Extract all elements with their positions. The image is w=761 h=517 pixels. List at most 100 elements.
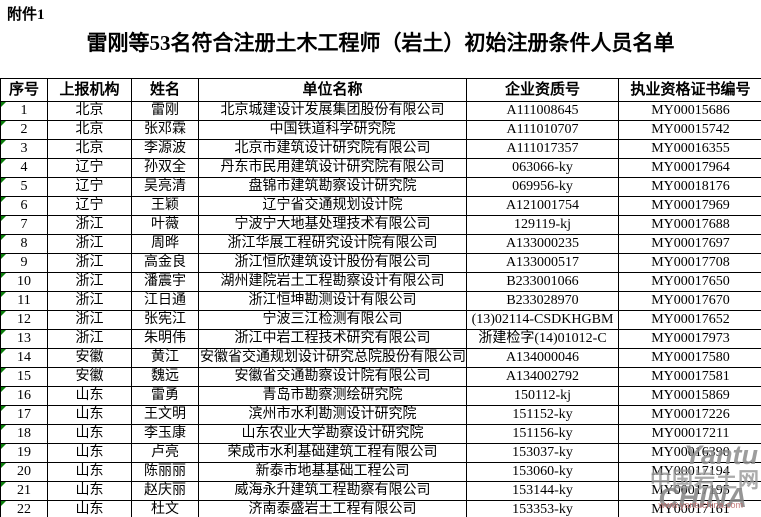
cell-qualification-no: A133000235 bbox=[466, 234, 619, 254]
cell-certificate-no: MY00017697 bbox=[618, 234, 761, 254]
cell-certificate-no: MY00018176 bbox=[618, 177, 761, 197]
cell-seq: 16 bbox=[0, 386, 48, 406]
cell-seq: 5 bbox=[0, 177, 48, 197]
cell-qualification-no: 153353-ky bbox=[466, 500, 619, 517]
cell-qualification-no: 153144-ky bbox=[466, 481, 619, 501]
cell-seq: 8 bbox=[0, 234, 48, 254]
cell-certificate-no: MY00015686 bbox=[618, 101, 761, 121]
cell-certificate-no: MY00015742 bbox=[618, 120, 761, 140]
seq-text: 4 bbox=[20, 160, 28, 175]
seq-text: 19 bbox=[17, 445, 31, 460]
cell-seq: 9 bbox=[0, 253, 48, 273]
excel-error-indicator-icon bbox=[1, 482, 6, 487]
cell-name: 孙双全 bbox=[131, 158, 199, 178]
excel-error-indicator-icon bbox=[1, 330, 6, 335]
cell-name: 黄江 bbox=[131, 348, 199, 368]
excel-error-indicator-icon bbox=[1, 121, 6, 126]
cell-agency: 辽宁 bbox=[47, 177, 132, 197]
cell-company: 丹东市民用建筑设计研究院有限公司 bbox=[198, 158, 467, 178]
column-header-company: 单位名称 bbox=[198, 78, 467, 102]
cell-qualification-no: 153060-ky bbox=[466, 462, 619, 482]
table-row: 4 辽宁 孙双全 丹东市民用建筑设计研究院有限公司 063066-ky MY0001796… bbox=[0, 158, 761, 178]
cell-qualification-no: 浙建检字(14)01012-C bbox=[466, 329, 619, 349]
cell-agency: 山东 bbox=[47, 462, 132, 482]
excel-error-indicator-icon bbox=[1, 368, 6, 373]
table-body: 1 北京 雷刚 北京城建设计发展集团股份有限公司 A111008645 MY0001568… bbox=[0, 101, 761, 517]
cell-company: 安徽省交通规划设计研究总院股份有限公司 bbox=[198, 348, 467, 368]
cell-seq: 6 bbox=[0, 196, 48, 216]
cell-certificate-no: MY00017708 bbox=[618, 253, 761, 273]
cell-company: 新泰市地基基础工程公司 bbox=[198, 462, 467, 482]
cell-certificate-no: MY00017650 bbox=[618, 272, 761, 292]
cell-name: 吴亮清 bbox=[131, 177, 199, 197]
seq-text: 21 bbox=[17, 483, 31, 498]
table-row: 6 辽宁 王颖 辽宁省交通规划设计院 A121001754 MY00017969 bbox=[0, 196, 761, 216]
excel-error-indicator-icon bbox=[1, 292, 6, 297]
seq-text: 9 bbox=[20, 255, 28, 270]
cell-agency: 浙江 bbox=[47, 272, 132, 292]
cell-qualification-no: 069956-ky bbox=[466, 177, 619, 197]
cell-company: 滨州市水利勘测设计研究院 bbox=[198, 405, 467, 425]
cell-seq: 18 bbox=[0, 424, 48, 444]
cell-name: 杜文 bbox=[131, 500, 199, 517]
cell-seq: 3 bbox=[0, 139, 48, 159]
cell-seq: 14 bbox=[0, 348, 48, 368]
cell-agency: 北京 bbox=[47, 139, 132, 159]
cell-name: 李源波 bbox=[131, 139, 199, 159]
cell-name: 赵庆丽 bbox=[131, 481, 199, 501]
cell-company: 北京市建筑设计研究院有限公司 bbox=[198, 139, 467, 159]
table-row: 1 北京 雷刚 北京城建设计发展集团股份有限公司 A111008645 MY0001568… bbox=[0, 101, 761, 121]
cell-certificate-no: MY00017195 bbox=[618, 481, 761, 501]
excel-error-indicator-icon bbox=[1, 159, 6, 164]
cell-seq: 15 bbox=[0, 367, 48, 387]
table-row: 13 浙江 朱明伟 浙江中岩工程技术研究有限公司 浙建检字(14)01012-C MY00… bbox=[0, 329, 761, 349]
cell-company: 安徽省交通勘察设计院有限公司 bbox=[198, 367, 467, 387]
cell-seq: 11 bbox=[0, 291, 48, 311]
cell-agency: 山东 bbox=[47, 500, 132, 517]
personnel-table: 序号 上报机构 姓名 单位名称 企业资质号 执业资格证书编号 1 北京 雷刚 北京城建… bbox=[0, 78, 761, 517]
cell-seq: 22 bbox=[0, 500, 48, 517]
table-row: 5 辽宁 吴亮清 盘锦市建筑勘察设计研究院 069956-ky MY00018176 bbox=[0, 177, 761, 197]
cell-qualification-no: A133000517 bbox=[466, 253, 619, 273]
seq-text: 3 bbox=[20, 141, 28, 156]
excel-error-indicator-icon bbox=[1, 387, 6, 392]
cell-company: 湖州建院岩土工程勘察设计有限公司 bbox=[198, 272, 467, 292]
table-row: 17 山东 王文明 滨州市水利勘测设计研究院 151152-ky MY00017226 bbox=[0, 405, 761, 425]
excel-error-indicator-icon bbox=[1, 102, 6, 107]
cell-agency: 浙江 bbox=[47, 215, 132, 235]
cell-seq: 20 bbox=[0, 462, 48, 482]
excel-error-indicator-icon bbox=[1, 444, 6, 449]
cell-seq: 13 bbox=[0, 329, 48, 349]
cell-certificate-no: MY00017211 bbox=[618, 424, 761, 444]
cell-qualification-no: A134002792 bbox=[466, 367, 619, 387]
table-row: 15 安徽 魏远 安徽省交通勘察设计院有限公司 A134002792 MY00017581 bbox=[0, 367, 761, 387]
cell-certificate-no: MY00015869 bbox=[618, 386, 761, 406]
cell-agency: 山东 bbox=[47, 386, 132, 406]
seq-text: 16 bbox=[17, 388, 31, 403]
excel-error-indicator-icon bbox=[1, 216, 6, 221]
cell-agency: 山东 bbox=[47, 443, 132, 463]
cell-name: 王颖 bbox=[131, 196, 199, 216]
cell-company: 北京城建设计发展集团股份有限公司 bbox=[198, 101, 467, 121]
cell-agency: 安徽 bbox=[47, 367, 132, 387]
table-row: 14 安徽 黄江 安徽省交通规划设计研究总院股份有限公司 A134000046 MY000… bbox=[0, 348, 761, 368]
cell-qualification-no: A111017357 bbox=[466, 139, 619, 159]
excel-error-indicator-icon bbox=[1, 273, 6, 278]
excel-error-indicator-icon bbox=[1, 254, 6, 259]
excel-error-indicator-icon bbox=[1, 178, 6, 183]
excel-error-indicator-icon bbox=[1, 311, 6, 316]
cell-name: 张邓霖 bbox=[131, 120, 199, 140]
column-header-agency: 上报机构 bbox=[47, 78, 132, 102]
cell-seq: 21 bbox=[0, 481, 48, 501]
cell-seq: 12 bbox=[0, 310, 48, 330]
seq-text: 1 bbox=[20, 103, 28, 118]
cell-company: 盘锦市建筑勘察设计研究院 bbox=[198, 177, 467, 197]
cell-agency: 辽宁 bbox=[47, 158, 132, 178]
cell-company: 辽宁省交通规划设计院 bbox=[198, 196, 467, 216]
table-row: 8 浙江 周晔 浙江华展工程研究设计院有限公司 A133000235 MY00017697 bbox=[0, 234, 761, 254]
cell-seq: 10 bbox=[0, 272, 48, 292]
cell-qualification-no: 151156-ky bbox=[466, 424, 619, 444]
cell-seq: 2 bbox=[0, 120, 48, 140]
cell-seq: 4 bbox=[0, 158, 48, 178]
cell-company: 宁波宁大地基处理技术有限公司 bbox=[198, 215, 467, 235]
